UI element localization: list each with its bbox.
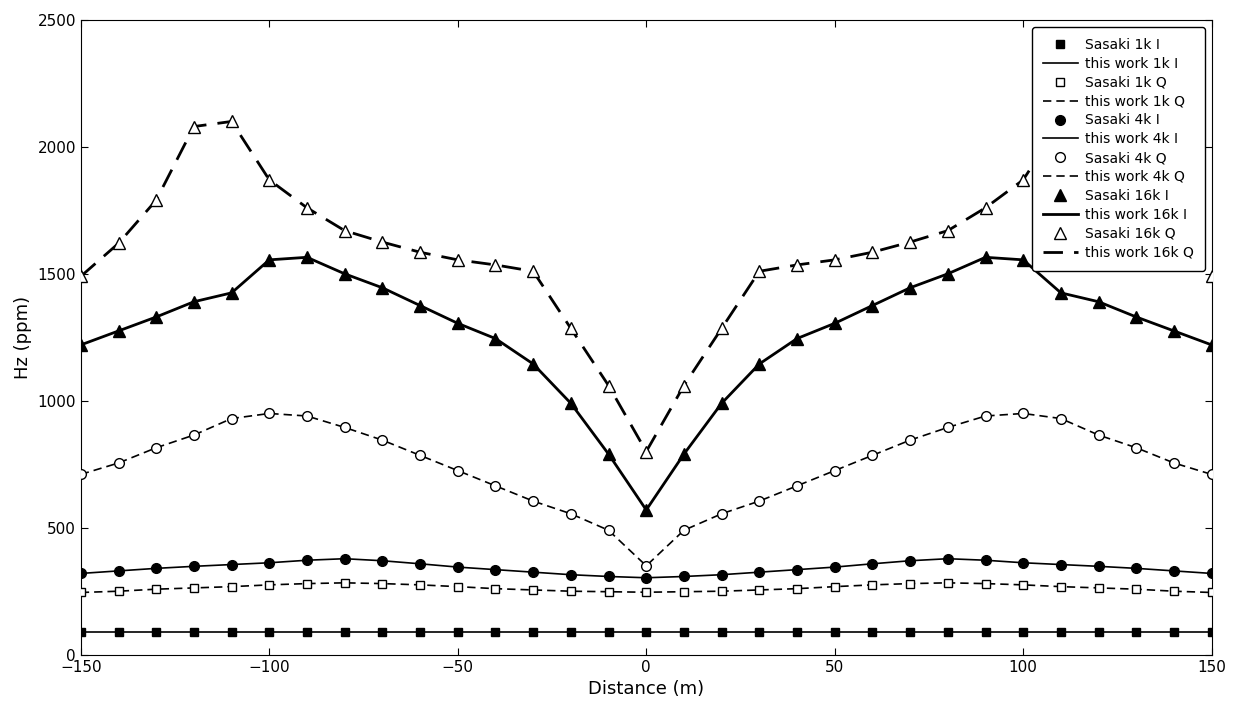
Y-axis label: Hz (ppm): Hz (ppm)	[14, 295, 32, 379]
Legend: Sasaki 1k I, this work 1k I, Sasaki 1k Q, this work 1k Q, Sasaki 4k I, this work: Sasaki 1k I, this work 1k I, Sasaki 1k Q…	[1032, 27, 1205, 271]
X-axis label: Distance (m): Distance (m)	[588, 680, 704, 698]
